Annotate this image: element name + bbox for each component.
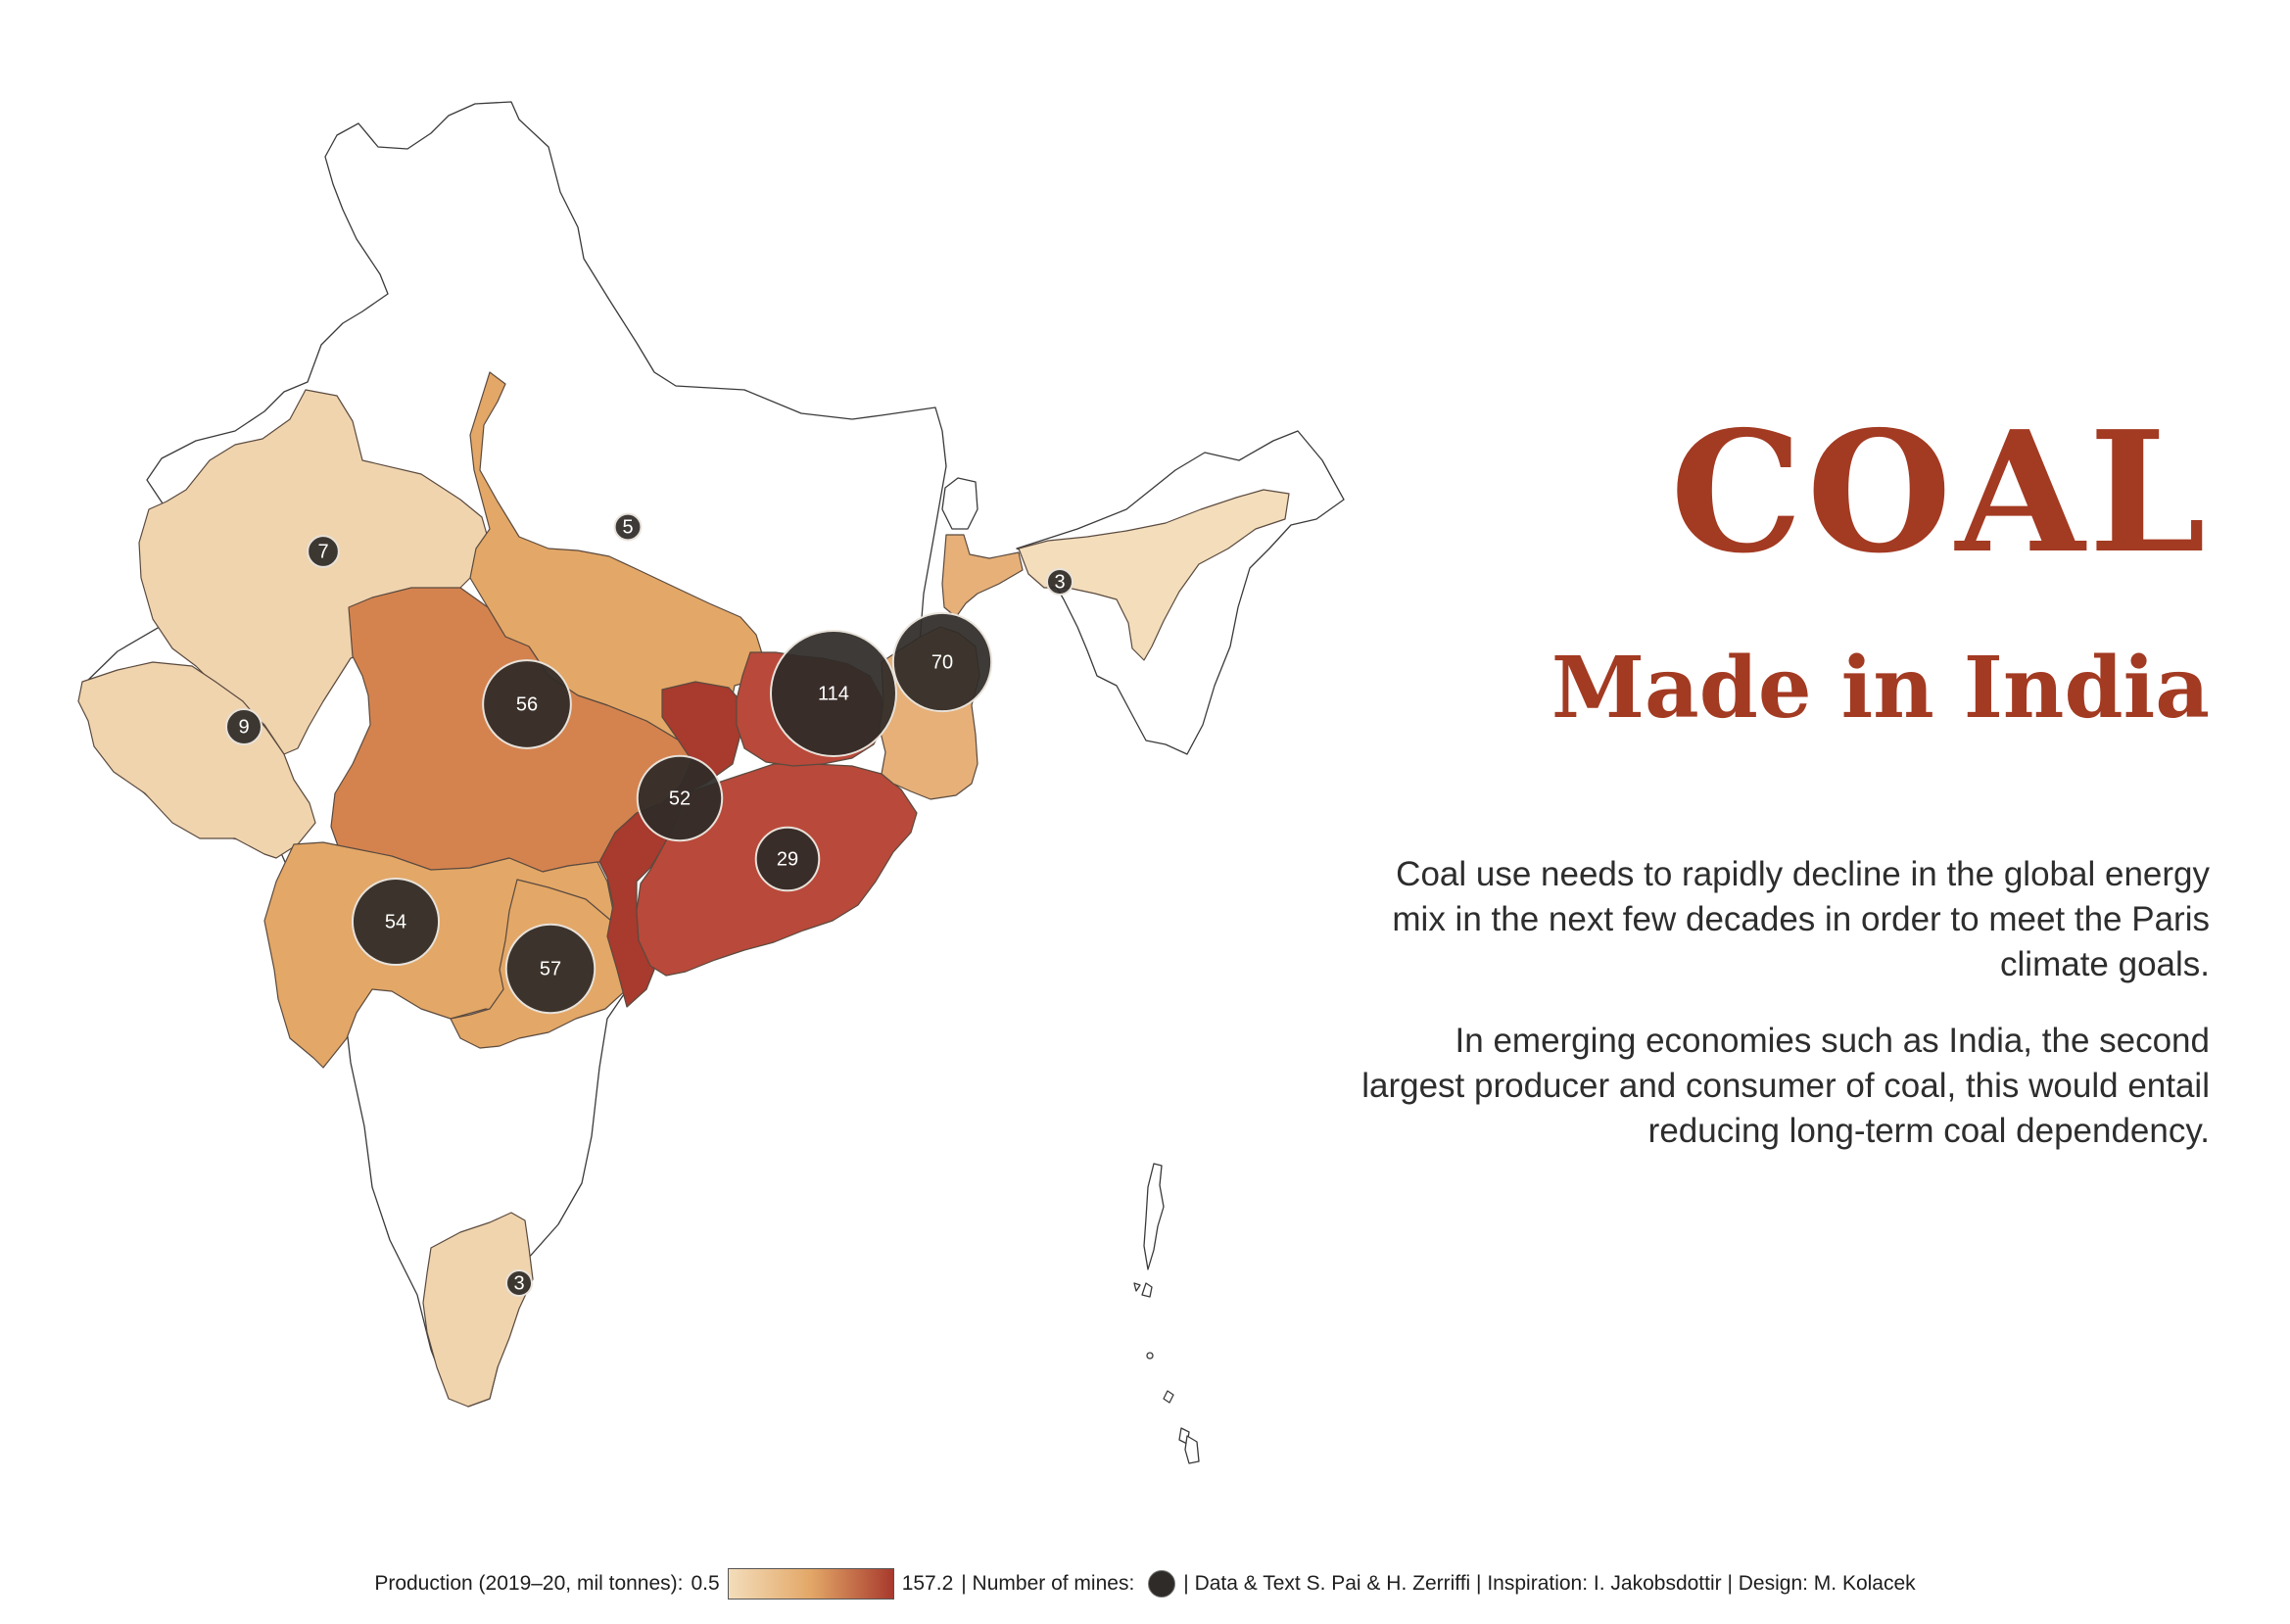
- mine-count-label-tamil-nadu: 3: [513, 1272, 524, 1294]
- mine-count-label-chhattisgarh: 52: [669, 788, 691, 809]
- legend-production-label: Production (2019–20, mil tonnes):: [374, 1572, 684, 1595]
- mine-bubble-jharkhand: [770, 630, 897, 757]
- state-assam: [1018, 489, 1290, 661]
- mine-count-label-west-bengal: 70: [931, 651, 953, 673]
- intro-paragraph-2: In emerging economies such as India, the…: [1361, 1022, 2210, 1150]
- mine-bubble-chhattisgarh: [636, 754, 724, 842]
- mine-bubble-tamil-nadu: [505, 1269, 533, 1297]
- mine-count-label-jharkhand: 114: [818, 683, 849, 704]
- mine-bubble-odisha: [754, 826, 821, 892]
- legend-max-value: 157.2: [901, 1572, 954, 1595]
- legend-mines-label: | Number of mines:: [961, 1572, 1135, 1595]
- mine-bubble-west-bengal: [891, 611, 993, 713]
- mine-count-label-rajasthan: 7: [317, 541, 328, 562]
- nicobar-island-2: [1133, 1282, 1141, 1292]
- mine-bubble-rajasthan: [307, 535, 340, 568]
- andaman-islands: [1143, 1163, 1165, 1270]
- nicobar-island-5: [1184, 1435, 1200, 1464]
- sikkim-outline: [941, 477, 978, 530]
- mine-count-label-madhya-pradesh: 56: [516, 693, 538, 715]
- intro-paragraph-1: Coal use needs to rapidly decline in the…: [1392, 855, 2210, 983]
- state-tamil-nadu: [422, 1212, 534, 1408]
- mine-bubble-assam: [1046, 568, 1073, 596]
- mine-bubble-telangana: [504, 923, 596, 1015]
- mine-count-label-telangana: 57: [540, 958, 561, 979]
- state-uttar-pradesh: [469, 371, 767, 745]
- mine-count-label-maharashtra: 54: [385, 911, 406, 932]
- mine-count-bubbles: 7 5 9 56 114 70 52 29 54 57 3 3: [225, 512, 1073, 1297]
- legend-min-value: 0.5: [691, 1572, 720, 1595]
- india-coal-map: 7 5 9 56 114 70 52 29 54 57 3 3: [77, 101, 1345, 1464]
- legend-color-scale: [727, 1568, 894, 1600]
- mine-count-label-assam: 3: [1054, 571, 1065, 593]
- mine-count-label-gujarat: 9: [238, 716, 249, 738]
- mine-bubble-madhya-pradesh: [482, 659, 572, 749]
- mine-bubble-gujarat: [225, 708, 262, 745]
- state-rajasthan: [138, 389, 491, 755]
- mine-count-label-uttar-pradesh: 5: [622, 516, 633, 538]
- state-north-bengal: [941, 534, 1024, 618]
- mine-bubble-uttar-pradesh: [613, 512, 643, 542]
- legend-footer: Production (2019–20, mil tonnes): 0.5 15…: [0, 1567, 2290, 1600]
- legend-mine-dot-icon: [1148, 1570, 1176, 1598]
- mine-bubble-maharashtra: [351, 877, 441, 967]
- page-title: COAL: [1670, 395, 2210, 591]
- page-subtitle: Made in India: [1551, 639, 2210, 738]
- nicobar-island-6: [1146, 1352, 1154, 1360]
- mine-count-label-odisha: 29: [777, 848, 798, 870]
- nicobar-island-1: [1141, 1282, 1153, 1298]
- india-map-svg: 7 5 9 56 114 70 52 29 54 57 3 3: [77, 101, 1345, 1464]
- nicobar-island-3: [1163, 1390, 1174, 1404]
- legend-credits: | Data & Text S. Pai & H. Zerriffi | Ins…: [1183, 1572, 1916, 1595]
